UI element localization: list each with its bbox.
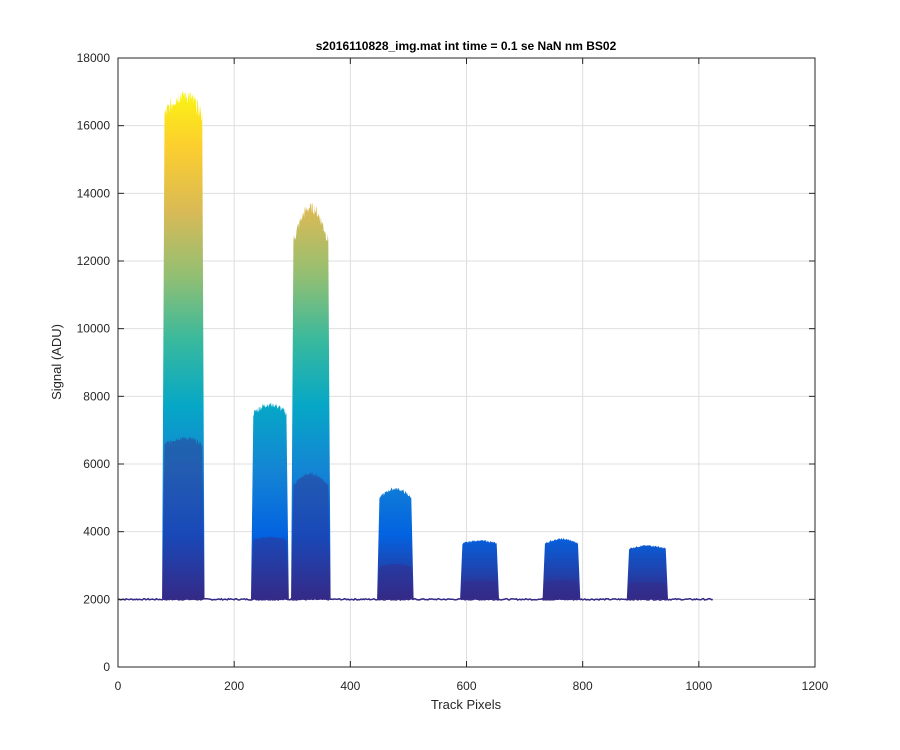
y-tick-label: 2000	[83, 592, 110, 606]
y-axis-label: Signal (ADU)	[49, 324, 64, 400]
peak-6-shade	[542, 579, 581, 600]
peak-2-shade	[251, 536, 289, 600]
chart-title: s2016110828_img.mat int time = 0.1 se Na…	[316, 39, 617, 53]
tick-labels: 0 200 400 600 800 1000 12000200040006000800010…	[77, 51, 829, 693]
peak-2	[251, 403, 289, 600]
x-tick-label: 400	[340, 679, 360, 693]
y-tick-label: 16000	[77, 119, 111, 133]
peak-3-shade	[291, 472, 331, 600]
x-tick-label: 0	[115, 679, 122, 693]
y-tick-label: 14000	[77, 186, 111, 200]
data-layer	[118, 91, 713, 601]
x-tick-label: 600	[456, 679, 476, 693]
y-tick-label: 12000	[77, 254, 111, 268]
peak-5-shade	[460, 580, 499, 600]
tick-marks	[117, 57, 816, 668]
y-tick-label: 10000	[77, 322, 111, 336]
x-tick-label: 1200	[802, 679, 829, 693]
x-tick-label: 800	[573, 679, 593, 693]
y-tick-label: 0	[103, 660, 110, 674]
baseline-trace	[118, 597, 713, 601]
peak-7	[626, 545, 668, 600]
peak-4-shade	[377, 563, 414, 600]
peak-6	[542, 538, 581, 600]
x-tick-label: 1000	[685, 679, 712, 693]
peak-5	[460, 540, 499, 600]
y-tick-label: 8000	[83, 389, 110, 403]
peak-3	[291, 203, 331, 600]
grid-lines	[118, 58, 815, 667]
x-tick-label: 200	[224, 679, 244, 693]
y-tick-label: 18000	[77, 51, 111, 65]
x-axis-label: Track Pixels	[431, 697, 502, 712]
peak-7-shade	[626, 582, 668, 600]
y-tick-label: 4000	[83, 525, 110, 539]
peak-1-shade	[162, 436, 205, 600]
peak-4	[377, 487, 414, 600]
y-tick-label: 6000	[83, 457, 110, 471]
peak-1	[162, 91, 205, 600]
